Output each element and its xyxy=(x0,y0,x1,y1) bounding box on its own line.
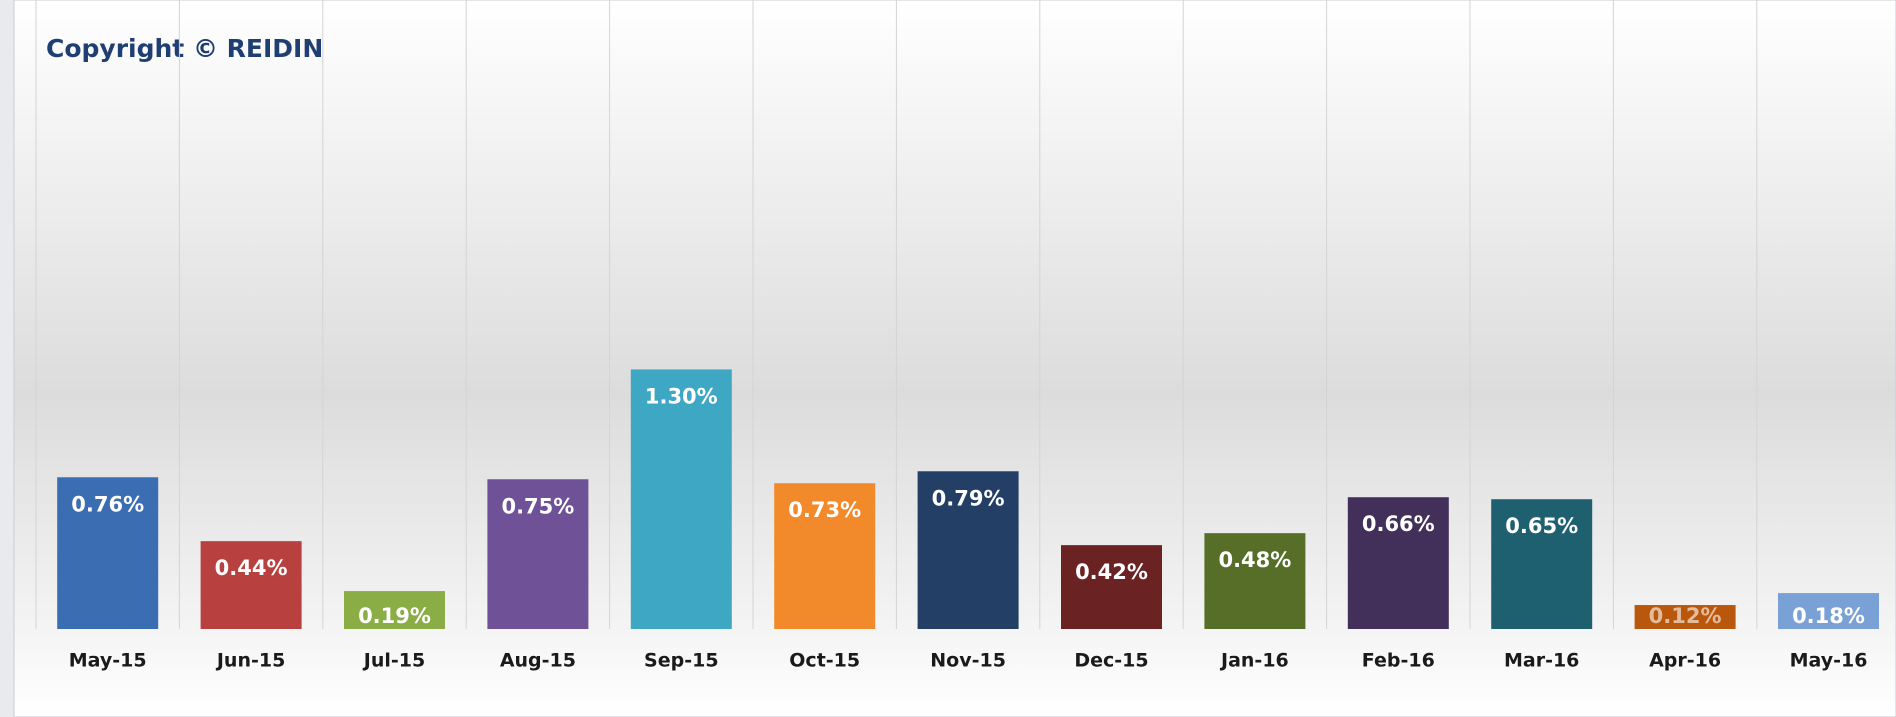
value-label: 0.75% xyxy=(501,494,574,518)
x-tick-label: Feb-16 xyxy=(1362,650,1435,672)
bar xyxy=(1778,593,1879,629)
x-tick-label: Mar-16 xyxy=(1504,650,1579,672)
bar xyxy=(917,471,1019,629)
chart-title: Copyright © REIDIN xyxy=(46,34,323,63)
bar xyxy=(1204,533,1306,629)
value-label: 0.65% xyxy=(1505,514,1578,538)
value-label: 0.73% xyxy=(788,498,861,522)
value-label: 0.79% xyxy=(932,486,1005,510)
bar xyxy=(1634,605,1736,629)
bar xyxy=(1061,545,1162,629)
x-tick-label: May-16 xyxy=(1790,650,1868,672)
x-tick-label: Oct-15 xyxy=(789,650,860,672)
value-label: 1.30% xyxy=(645,384,718,408)
bar xyxy=(200,541,302,629)
value-label: 0.42% xyxy=(1075,560,1148,584)
x-tick-label: Jul-15 xyxy=(362,650,425,672)
x-tick-label: Apr-16 xyxy=(1649,650,1721,672)
value-label: 0.44% xyxy=(215,556,288,580)
x-tick-label: Aug-15 xyxy=(500,650,576,672)
bar xyxy=(630,369,732,629)
x-tick-label: May-15 xyxy=(69,650,147,672)
bar xyxy=(1347,497,1449,629)
bar xyxy=(774,483,876,629)
value-label: 0.12% xyxy=(1649,604,1722,628)
value-label: 0.48% xyxy=(1218,548,1291,572)
x-tick-label: Jan-16 xyxy=(1219,650,1289,672)
value-label: 0.19% xyxy=(358,604,431,628)
x-tick-label: Dec-15 xyxy=(1074,650,1148,672)
x-tick-label: Sep-15 xyxy=(644,650,719,672)
value-label: 0.66% xyxy=(1362,512,1435,536)
value-label: 0.18% xyxy=(1792,604,1865,628)
value-label: 0.76% xyxy=(71,492,144,516)
bar xyxy=(57,477,159,629)
bar xyxy=(1491,499,1593,629)
bar xyxy=(344,591,445,629)
x-tick-label: Nov-15 xyxy=(930,650,1006,672)
x-tick-label: Jun-15 xyxy=(215,650,285,672)
bar xyxy=(487,479,589,629)
